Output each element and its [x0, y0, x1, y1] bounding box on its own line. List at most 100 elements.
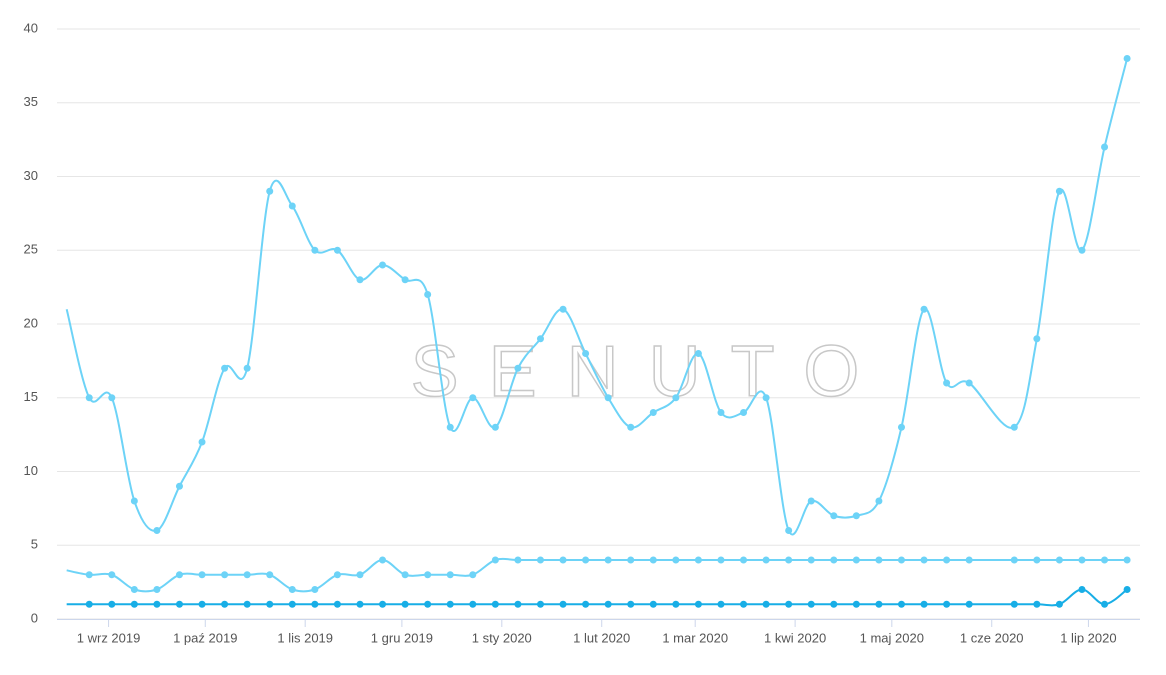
point	[582, 600, 590, 608]
point	[424, 571, 432, 579]
point	[288, 600, 296, 608]
point	[559, 600, 567, 608]
point	[536, 335, 544, 343]
point	[672, 600, 680, 608]
point	[740, 409, 748, 416]
point	[1078, 556, 1086, 564]
point	[130, 586, 138, 593]
y-tick-label: 25	[24, 242, 38, 257]
point	[897, 556, 905, 564]
point	[108, 394, 116, 402]
point	[1010, 423, 1018, 431]
point	[198, 438, 206, 446]
point	[85, 600, 93, 608]
point	[694, 556, 702, 564]
y-tick-label: 10	[24, 463, 38, 478]
point	[1010, 600, 1018, 608]
point	[785, 600, 793, 608]
x-tick-label: 1 maj 2020	[860, 630, 924, 645]
point	[288, 586, 296, 593]
point	[221, 571, 229, 579]
point	[153, 586, 161, 593]
point	[830, 556, 838, 564]
point	[1123, 55, 1131, 62]
point	[627, 600, 635, 608]
point	[108, 571, 116, 579]
point	[649, 600, 657, 608]
point	[356, 571, 364, 579]
point	[1101, 600, 1109, 608]
point	[559, 556, 567, 564]
point	[1123, 586, 1131, 593]
point	[221, 364, 229, 372]
point	[514, 600, 522, 608]
x-tick-label: 1 wrz 2019	[77, 630, 141, 645]
point	[491, 423, 499, 431]
point	[333, 246, 341, 254]
point	[672, 556, 680, 564]
point	[469, 571, 477, 579]
point	[311, 246, 319, 254]
point	[965, 379, 973, 387]
x-tick-label: 1 sty 2020	[472, 630, 532, 645]
point	[401, 600, 409, 608]
point	[694, 350, 702, 357]
point	[1055, 600, 1063, 608]
point	[649, 556, 657, 564]
point	[198, 600, 206, 608]
y-tick-label: 0	[31, 610, 38, 625]
point	[582, 350, 590, 357]
y-tick-label: 15	[24, 389, 38, 404]
point	[514, 556, 522, 564]
x-tick-label: 1 mar 2020	[662, 630, 728, 645]
point	[943, 600, 951, 608]
point	[153, 600, 161, 608]
point	[830, 512, 838, 520]
point	[356, 600, 364, 608]
point	[333, 571, 341, 579]
point	[311, 600, 319, 608]
point	[920, 556, 928, 564]
point	[943, 556, 951, 564]
y-tick-label: 30	[24, 168, 38, 183]
x-tick-label: 1 gru 2019	[371, 630, 433, 645]
point	[1078, 246, 1086, 254]
x-tick-label: 1 lip 2020	[1060, 630, 1116, 645]
point	[740, 556, 748, 564]
x-tick-label: 1 paź 2019	[173, 630, 237, 645]
point	[514, 364, 522, 372]
point	[243, 364, 251, 372]
point	[379, 556, 387, 564]
point	[897, 600, 905, 608]
point	[1033, 600, 1041, 608]
point	[243, 571, 251, 579]
point	[266, 600, 274, 608]
point	[762, 556, 770, 564]
point	[717, 556, 725, 564]
point	[1101, 143, 1109, 151]
y-tick-label: 20	[24, 315, 38, 330]
point	[446, 571, 454, 579]
point	[401, 276, 409, 284]
point	[852, 512, 860, 520]
point	[740, 600, 748, 608]
point	[694, 600, 702, 608]
point	[130, 497, 138, 505]
point	[446, 423, 454, 431]
point	[153, 527, 161, 534]
point	[920, 305, 928, 313]
point	[491, 600, 499, 608]
point	[920, 600, 928, 608]
point	[311, 586, 319, 593]
series-line	[65, 58, 1129, 536]
point	[807, 497, 815, 505]
point	[943, 379, 951, 387]
point	[875, 497, 883, 505]
y-tick-label: 5	[31, 537, 38, 552]
point	[1101, 556, 1109, 564]
point	[85, 571, 93, 579]
point	[469, 600, 477, 608]
x-tick-label: 1 lut 2020	[573, 630, 630, 645]
point	[130, 600, 138, 608]
point	[198, 571, 206, 579]
